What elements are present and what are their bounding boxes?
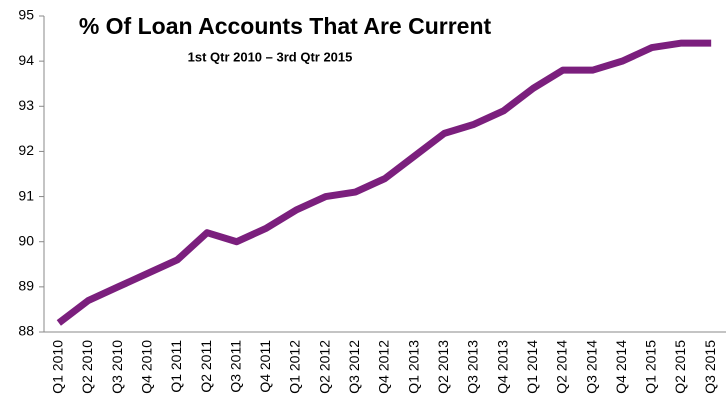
x-tick-label: Q4 2012 xyxy=(376,340,392,394)
y-tick-label: 93 xyxy=(18,97,34,113)
x-tick-label: Q4 2011 xyxy=(257,340,273,393)
x-tick-label: Q2 2011 xyxy=(198,340,214,393)
y-tick-label: 95 xyxy=(18,7,34,23)
chart-title: % Of Loan Accounts That Are Current xyxy=(79,13,492,39)
x-tick-label: Q3 2011 xyxy=(227,340,243,393)
x-tick-label: Q3 2014 xyxy=(583,340,599,394)
x-tick-label: Q2 2010 xyxy=(79,340,95,394)
x-tick-label: Q2 2014 xyxy=(554,340,570,394)
x-tick-label: Q4 2014 xyxy=(613,340,629,394)
x-tick-label: Q1 2012 xyxy=(287,340,303,394)
x-tick-label: Q3 2012 xyxy=(346,340,362,394)
x-tick-label: Q4 2010 xyxy=(138,340,154,394)
chart-subtitle: 1st Qtr 2010 – 3rd Qtr 2015 xyxy=(188,49,353,64)
y-tick-label: 90 xyxy=(18,232,34,248)
data-line xyxy=(56,39,712,326)
x-tick-label: Q1 2013 xyxy=(405,340,421,394)
y-tick-label: 89 xyxy=(18,278,34,294)
x-tick-label: Q1 2011 xyxy=(168,340,184,393)
x-tick-label: Q3 2010 xyxy=(109,340,125,394)
x-tick-label: Q3 2015 xyxy=(702,340,718,394)
x-tick-label: Q1 2015 xyxy=(643,340,659,394)
x-tick-label: Q2 2013 xyxy=(435,340,451,394)
y-tick-label: 91 xyxy=(18,187,34,203)
x-tick-label: Q2 2012 xyxy=(316,340,332,394)
y-tick-label: 88 xyxy=(18,323,34,339)
y-tick-label: 92 xyxy=(18,142,34,158)
x-tick-label: Q3 2013 xyxy=(465,340,481,394)
x-tick-label: Q4 2013 xyxy=(494,340,510,394)
y-tick-label: 94 xyxy=(18,52,34,68)
x-tick-label: Q1 2014 xyxy=(524,340,540,394)
x-tick-label: Q2 2015 xyxy=(672,340,688,394)
x-tick-label: Q1 2010 xyxy=(50,340,66,394)
